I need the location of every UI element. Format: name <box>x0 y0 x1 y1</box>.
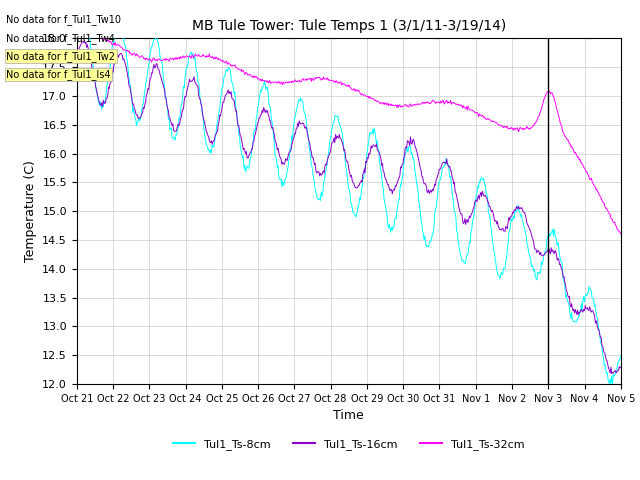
Legend: Tul1_Ts-8cm, Tul1_Ts-16cm, Tul1_Ts-32cm: Tul1_Ts-8cm, Tul1_Ts-16cm, Tul1_Ts-32cm <box>168 435 529 455</box>
Text: No data for f_Tul1_Tw2: No data for f_Tul1_Tw2 <box>6 51 115 62</box>
Y-axis label: Temperature (C): Temperature (C) <box>24 160 36 262</box>
Text: No data for f_Tul1_ls4: No data for f_Tul1_ls4 <box>6 69 111 80</box>
Title: MB Tule Tower: Tule Temps 1 (3/1/11-3/19/14): MB Tule Tower: Tule Temps 1 (3/1/11-3/19… <box>191 19 506 33</box>
Text: No data for f_Tul1_Tw10: No data for f_Tul1_Tw10 <box>6 14 122 25</box>
X-axis label: Time: Time <box>333 409 364 422</box>
Text: No data for f_Tul1_Tw4: No data for f_Tul1_Tw4 <box>6 33 115 44</box>
